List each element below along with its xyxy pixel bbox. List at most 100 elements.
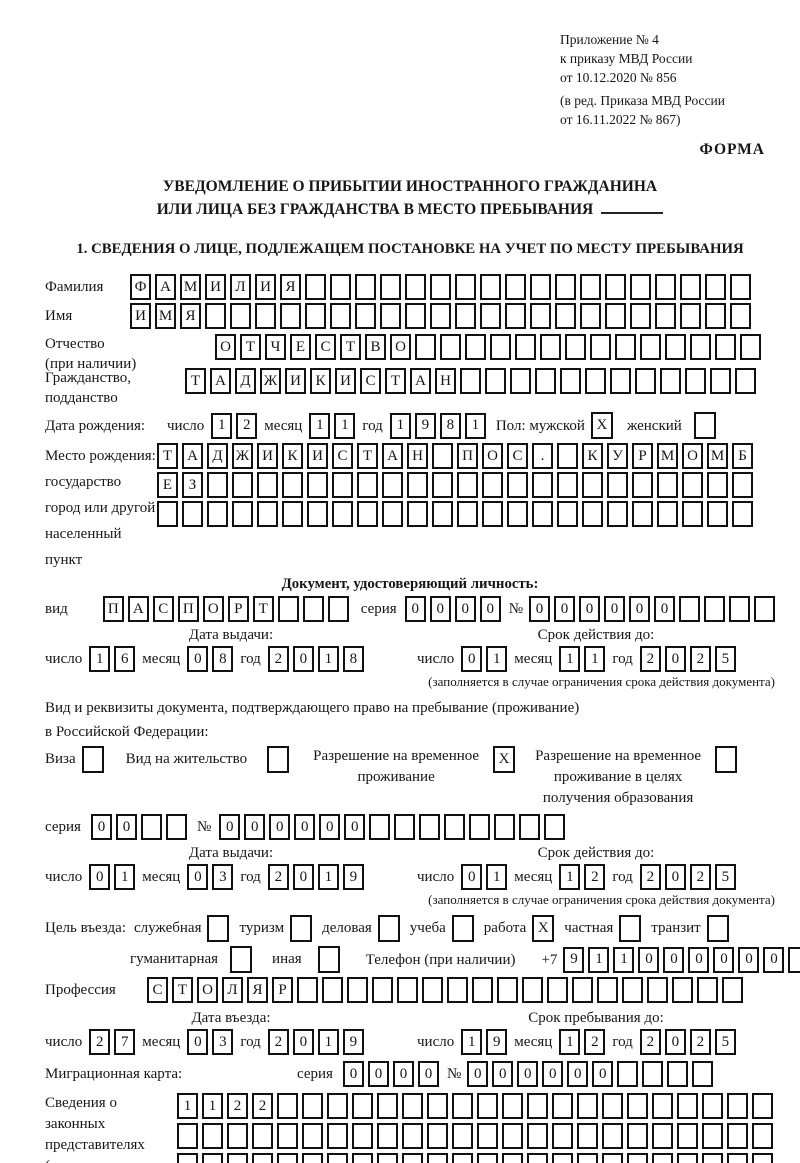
char-cell[interactable]: 1 bbox=[309, 412, 331, 439]
char-cell[interactable] bbox=[330, 303, 351, 329]
char-cell[interactable] bbox=[455, 303, 476, 329]
char-cell[interactable]: П bbox=[457, 443, 478, 469]
char-cell[interactable] bbox=[305, 274, 326, 300]
purpose-humanitarian-checkbox[interactable] bbox=[230, 946, 253, 973]
char-cell[interactable]: О bbox=[202, 596, 224, 622]
char-cell[interactable] bbox=[515, 334, 536, 360]
char-cell[interactable] bbox=[602, 1093, 623, 1119]
char-cell[interactable]: А bbox=[382, 443, 403, 469]
char-cell[interactable] bbox=[622, 977, 643, 1003]
char-cell[interactable]: 0 bbox=[664, 864, 686, 890]
char-cell[interactable] bbox=[327, 596, 349, 622]
char-cell[interactable]: К bbox=[582, 443, 603, 469]
char-cell[interactable] bbox=[380, 274, 401, 300]
char-cell[interactable]: Т bbox=[240, 334, 261, 360]
char-cell[interactable] bbox=[522, 977, 543, 1003]
char-cell[interactable] bbox=[352, 1123, 373, 1149]
temp-permit-checkbox[interactable]: X bbox=[493, 746, 516, 773]
char-cell[interactable]: 1 bbox=[486, 864, 508, 890]
char-cell[interactable]: 0 bbox=[417, 1061, 439, 1087]
char-cell[interactable]: 0 bbox=[763, 946, 785, 973]
char-cell[interactable]: Т bbox=[340, 334, 361, 360]
char-cell[interactable]: Т bbox=[252, 596, 274, 622]
char-cell[interactable] bbox=[652, 1093, 673, 1119]
char-cell[interactable] bbox=[505, 303, 526, 329]
char-cell[interactable]: 2 bbox=[639, 864, 661, 890]
char-cell[interactable] bbox=[630, 274, 651, 300]
char-cell[interactable]: С bbox=[147, 977, 168, 1003]
char-cell[interactable] bbox=[607, 472, 628, 498]
char-cell[interactable]: П bbox=[177, 596, 199, 622]
char-cell[interactable] bbox=[432, 443, 453, 469]
char-cell[interactable] bbox=[660, 368, 681, 394]
char-cell[interactable]: 3 bbox=[212, 1029, 234, 1055]
char-cell[interactable] bbox=[677, 1153, 698, 1163]
char-cell[interactable] bbox=[732, 472, 753, 498]
char-cell[interactable] bbox=[422, 977, 443, 1003]
char-cell[interactable]: О bbox=[197, 977, 218, 1003]
char-cell[interactable]: 0 bbox=[629, 596, 650, 622]
char-cell[interactable]: Т bbox=[172, 977, 193, 1003]
char-cell[interactable] bbox=[647, 977, 668, 1003]
char-cell[interactable]: 9 bbox=[342, 864, 364, 890]
char-cell[interactable] bbox=[679, 596, 700, 622]
char-cell[interactable]: С bbox=[332, 443, 353, 469]
char-cell[interactable]: А bbox=[410, 368, 431, 394]
char-cell[interactable] bbox=[432, 472, 453, 498]
char-cell[interactable] bbox=[752, 1093, 773, 1119]
char-cell[interactable] bbox=[205, 303, 226, 329]
char-cell[interactable] bbox=[552, 1123, 573, 1149]
char-cell[interactable]: 1 bbox=[559, 864, 581, 890]
char-cell[interactable] bbox=[252, 1123, 273, 1149]
char-cell[interactable]: 1 bbox=[389, 412, 411, 439]
char-cell[interactable] bbox=[655, 274, 676, 300]
char-cell[interactable]: Т bbox=[357, 443, 378, 469]
char-cell[interactable] bbox=[402, 1123, 423, 1149]
char-cell[interactable] bbox=[530, 303, 551, 329]
char-cell[interactable] bbox=[692, 1061, 714, 1087]
char-cell[interactable]: 9 bbox=[414, 412, 436, 439]
char-cell[interactable] bbox=[610, 368, 631, 394]
char-cell[interactable]: 0 bbox=[344, 814, 366, 840]
char-cell[interactable] bbox=[302, 596, 324, 622]
char-cell[interactable]: 0 bbox=[461, 646, 483, 672]
char-cell[interactable]: Ф bbox=[130, 274, 151, 300]
char-cell[interactable] bbox=[682, 472, 703, 498]
char-cell[interactable] bbox=[477, 1093, 498, 1119]
char-cell[interactable]: 0 bbox=[738, 946, 760, 973]
char-cell[interactable]: 0 bbox=[292, 646, 314, 672]
char-cell[interactable] bbox=[427, 1093, 448, 1119]
char-cell[interactable]: 8 bbox=[212, 646, 234, 672]
purpose-study-checkbox[interactable] bbox=[451, 915, 474, 942]
char-cell[interactable] bbox=[327, 1153, 348, 1163]
char-cell[interactable]: Л bbox=[230, 274, 251, 300]
char-cell[interactable]: Л bbox=[222, 977, 243, 1003]
char-cell[interactable]: Д bbox=[207, 443, 228, 469]
char-cell[interactable] bbox=[202, 1123, 223, 1149]
char-cell[interactable]: 7 bbox=[114, 1029, 136, 1055]
char-cell[interactable] bbox=[788, 946, 800, 973]
purpose-business-checkbox[interactable] bbox=[377, 915, 400, 942]
char-cell[interactable]: 1 bbox=[613, 946, 635, 973]
char-cell[interactable] bbox=[455, 274, 476, 300]
char-cell[interactable]: 2 bbox=[227, 1093, 248, 1119]
char-cell[interactable] bbox=[465, 334, 486, 360]
char-cell[interactable] bbox=[302, 1123, 323, 1149]
char-cell[interactable] bbox=[540, 334, 561, 360]
char-cell[interactable] bbox=[577, 1153, 598, 1163]
char-cell[interactable] bbox=[277, 1123, 298, 1149]
char-cell[interactable]: 0 bbox=[492, 1061, 514, 1087]
char-cell[interactable] bbox=[430, 303, 451, 329]
char-cell[interactable] bbox=[330, 274, 351, 300]
char-cell[interactable] bbox=[752, 1153, 773, 1163]
char-cell[interactable] bbox=[627, 1123, 648, 1149]
char-cell[interactable] bbox=[232, 501, 253, 527]
char-cell[interactable]: . bbox=[532, 443, 553, 469]
char-cell[interactable] bbox=[427, 1123, 448, 1149]
char-cell[interactable] bbox=[530, 274, 551, 300]
char-cell[interactable]: В bbox=[365, 334, 386, 360]
char-cell[interactable]: 0 bbox=[579, 596, 600, 622]
char-cell[interactable] bbox=[655, 303, 676, 329]
char-cell[interactable]: 9 bbox=[563, 946, 585, 973]
char-cell[interactable] bbox=[502, 1123, 523, 1149]
